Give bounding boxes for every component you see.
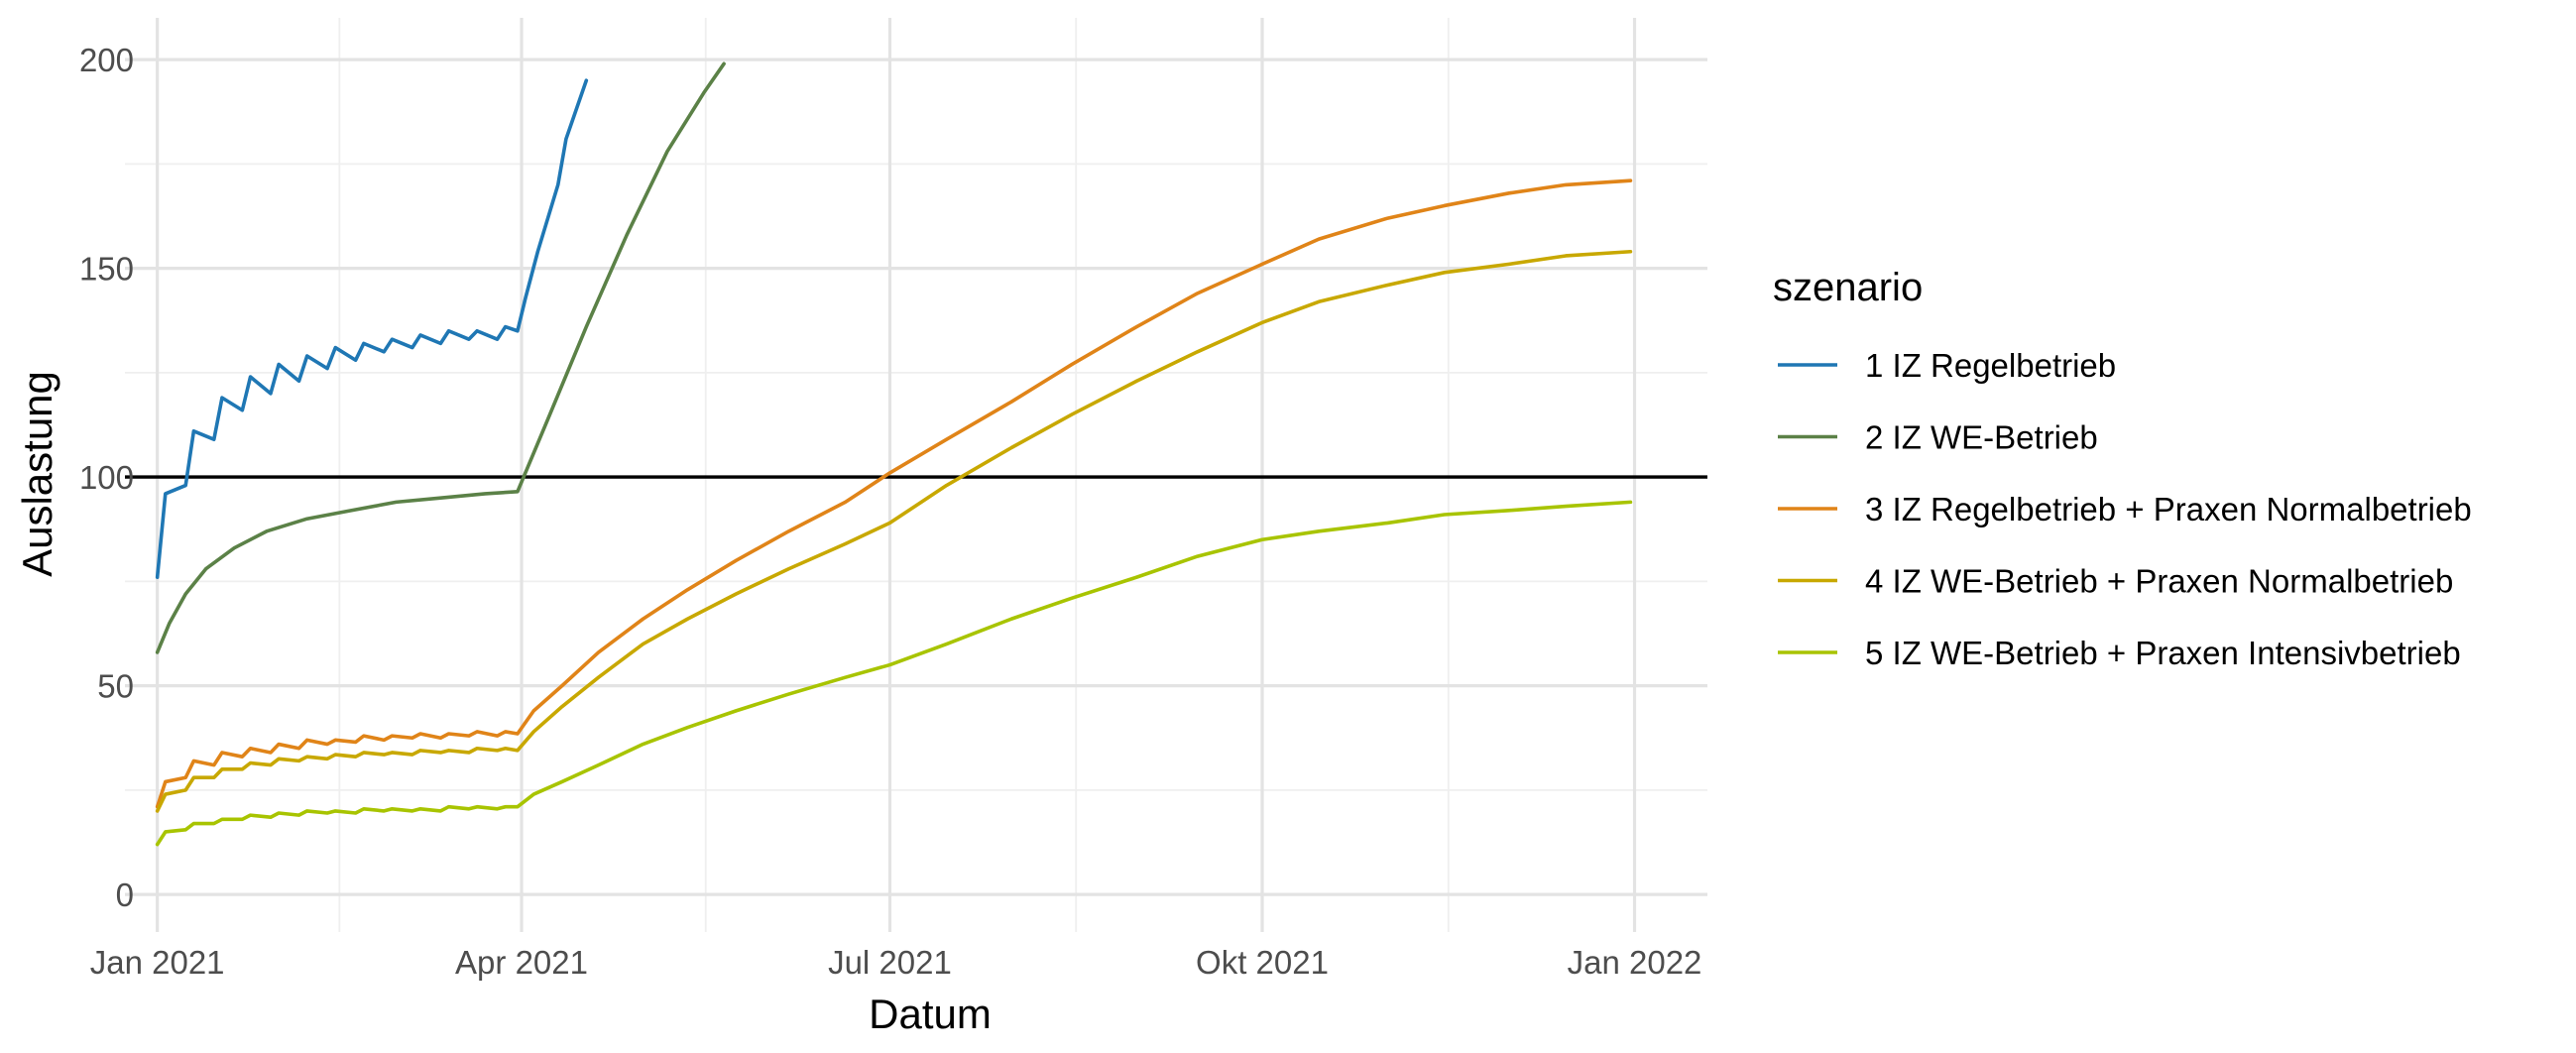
y-tick-label: 0 [116,877,134,913]
y-axis-ticks: 0 50 100 150 200 [79,42,134,913]
series-line-2 [155,61,726,654]
x-tick-label: Jan 2022 [1568,944,1702,981]
x-axis-ticks: Jan 2021 Apr 2021 Jul 2021 Okt 2021 Jan 2022 [90,944,1702,981]
series-line-1 [155,78,589,579]
series-lines [155,61,1633,847]
legend-items: 1 IZ Regelbetrieb 2 IZ WE-Betrieb 3 IZ Reg… [1778,347,2472,671]
major-gridlines [125,18,1707,932]
y-tick-label: 100 [79,459,134,496]
x-axis-title: Datum [869,991,992,1037]
minor-gridlines [125,18,1707,932]
series-line-4 [155,249,1633,813]
legend-label-2: 2 IZ WE-Betrieb [1865,419,2098,456]
legend-label-4: 4 IZ WE-Betrieb + Praxen Normalbetrieb [1865,563,2453,600]
legend-label-1: 1 IZ Regelbetrieb [1865,347,2116,384]
x-tick-label: Jul 2021 [828,944,952,981]
legend: szenario 1 IZ Regelbetrieb 2 IZ WE-Betrie… [1773,266,2472,671]
x-tick-label: Okt 2021 [1196,944,1329,981]
y-tick-label: 200 [79,42,134,78]
y-tick-label: 50 [97,668,134,705]
legend-title: szenario [1773,266,1923,309]
y-tick-label: 150 [79,251,134,288]
y-axis-title: Auslastung [14,371,60,577]
series-line-5 [155,500,1633,847]
series-line-3 [155,178,1633,809]
legend-label-3: 3 IZ Regelbetrieb + Praxen Normalbetrieb [1865,491,2472,527]
x-tick-label: Apr 2021 [455,944,588,981]
x-tick-label: Jan 2021 [90,944,225,981]
legend-label-5: 5 IZ WE-Betrieb + Praxen Intensivbetrieb [1865,635,2461,671]
